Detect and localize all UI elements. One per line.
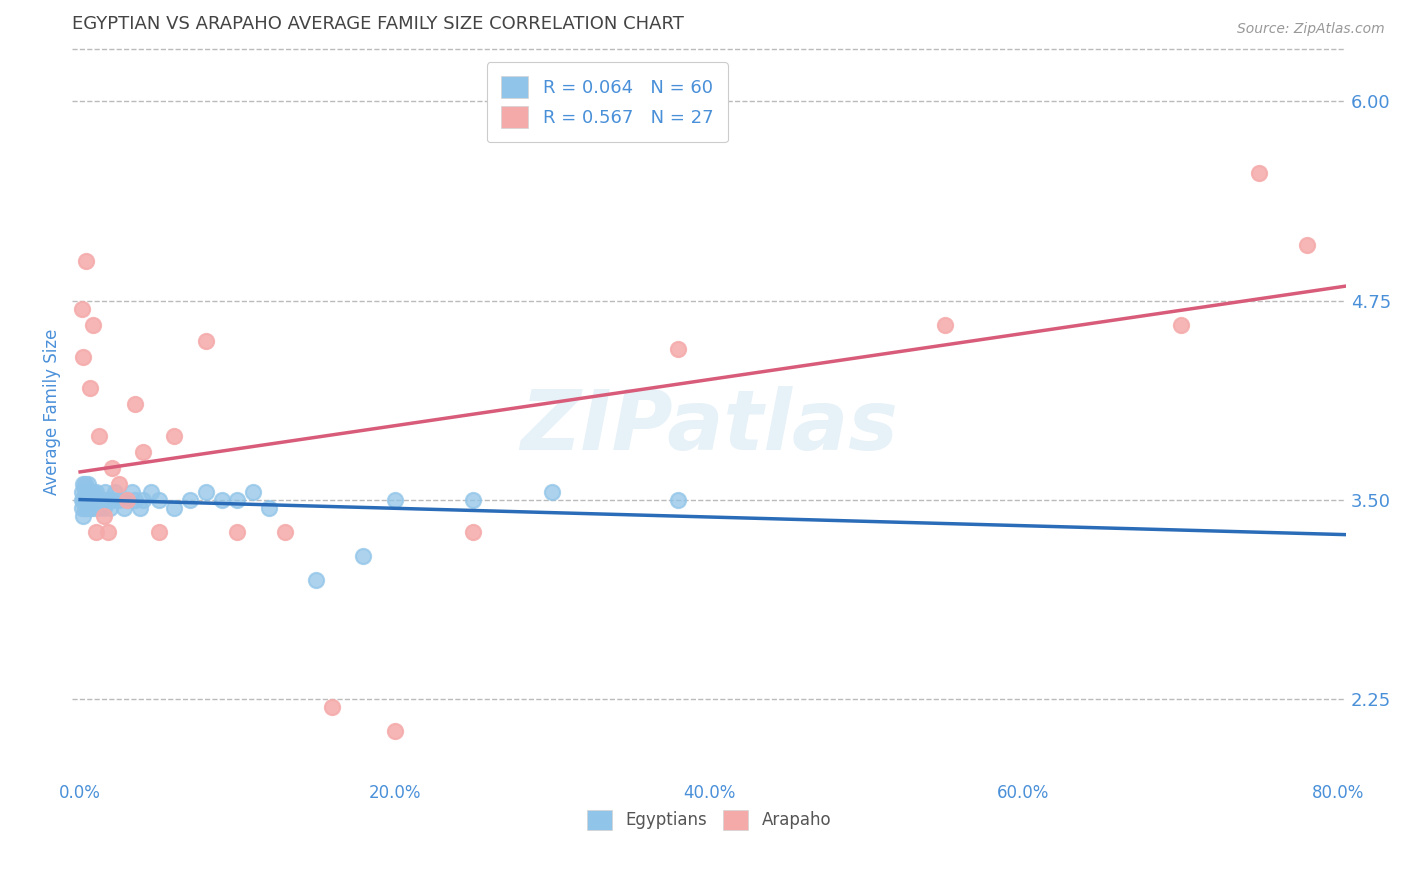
Point [194,334,217,348]
Point [83,500,105,515]
Point [70,492,93,507]
Point [163,500,186,515]
Point [112,500,135,515]
Point [108,477,131,491]
Point [75,492,97,507]
Point [463,524,485,539]
Point [139,485,162,500]
Point [96,492,118,507]
Point [117,492,139,507]
Point [84,524,107,539]
Legend: Egyptians, Arapaho: Egyptians, Arapaho [581,803,838,837]
Point [100,461,122,475]
Point [79,500,101,515]
Point [463,492,485,507]
Point [666,492,689,507]
Point [73,492,96,507]
Point [82,485,104,500]
Point [91,492,114,507]
Point [104,485,127,500]
Point [163,429,186,443]
Point [80,492,103,507]
Point [321,700,343,714]
Point [273,524,295,539]
Point [97,492,120,507]
Point [75,500,97,515]
Point [384,724,406,739]
Point [94,485,117,500]
Point [242,485,264,500]
Point [211,492,233,507]
Point [79,381,101,395]
Point [128,500,150,515]
Point [84,485,107,500]
Text: ZIPatlas: ZIPatlas [520,386,898,467]
Point [70,485,93,500]
Point [1295,238,1317,252]
Point [194,485,217,500]
Point [72,492,94,507]
Point [132,445,155,459]
Point [226,492,249,507]
Point [72,508,94,523]
Point [80,500,103,515]
Point [1170,318,1192,332]
Point [77,477,100,491]
Point [179,492,201,507]
Point [124,397,146,411]
Point [384,492,406,507]
Point [98,500,121,515]
Point [77,485,100,500]
Point [108,492,131,507]
Point [83,492,105,507]
Point [70,301,93,316]
Point [73,500,96,515]
Text: Source: ZipAtlas.com: Source: ZipAtlas.com [1237,22,1385,37]
Point [148,524,170,539]
Point [82,318,104,332]
Point [86,492,108,507]
Point [73,485,96,500]
Point [70,500,93,515]
Point [540,485,562,500]
Point [82,492,104,507]
Point [97,524,120,539]
Point [77,492,100,507]
Point [75,485,97,500]
Point [148,492,170,507]
Point [117,492,139,507]
Point [87,500,110,515]
Point [121,485,143,500]
Point [80,485,103,500]
Point [79,492,101,507]
Point [1249,166,1271,180]
Point [93,508,115,523]
Point [72,350,94,364]
Point [93,500,115,515]
Point [72,477,94,491]
Point [257,500,280,515]
Point [87,429,110,443]
Point [305,573,328,587]
Text: EGYPTIAN VS ARAPAHO AVERAGE FAMILY SIZE CORRELATION CHART: EGYPTIAN VS ARAPAHO AVERAGE FAMILY SIZE … [72,15,685,33]
Point [100,492,122,507]
Point [84,492,107,507]
Point [226,524,249,539]
Point [73,477,96,491]
Point [352,549,374,563]
Point [124,492,146,507]
Point [90,492,112,507]
Point [666,342,689,356]
Y-axis label: Average Family Size: Average Family Size [44,329,60,495]
Point [934,318,956,332]
Point [132,492,155,507]
Point [75,253,97,268]
